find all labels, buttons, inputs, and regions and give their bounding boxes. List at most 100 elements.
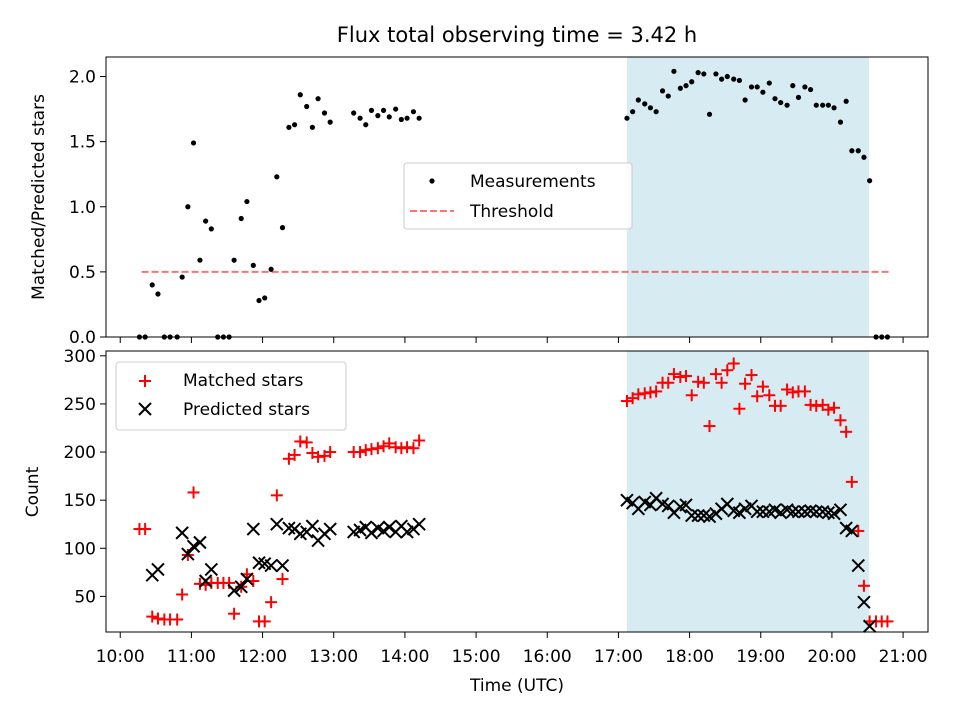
x-axis-label: Time (UTC): [469, 676, 564, 696]
matched-star-point: [881, 615, 894, 628]
predicted-star-point: [809, 505, 823, 519]
observing-window-shade: [626, 57, 869, 337]
measurement-point: [380, 107, 387, 113]
measurement-point: [659, 88, 666, 94]
measurement-point: [327, 119, 333, 125]
measurement-point: [304, 103, 310, 110]
top-y-tick-label: 0.0: [69, 328, 96, 348]
top-y-tick-label: 0.5: [69, 263, 96, 283]
matched-star-point: [300, 436, 313, 449]
measurement-point: [701, 71, 707, 77]
legend-measurements-marker: [429, 178, 435, 184]
predicted-star-point: [412, 517, 426, 531]
measurement-point: [706, 111, 713, 117]
measurement-point: [291, 122, 298, 128]
measurement-point: [677, 85, 683, 91]
matched-star-point: [857, 579, 870, 592]
measurement-point: [671, 68, 677, 74]
measurement-point: [683, 83, 689, 89]
x-tick-label: 14:00: [380, 647, 429, 667]
matched-star-point: [733, 402, 746, 415]
measurement-point: [849, 148, 855, 154]
matched-star-point: [828, 401, 841, 414]
predicted-star-point: [193, 535, 207, 550]
measurement-point: [357, 115, 363, 121]
measurement-point: [363, 122, 369, 128]
matched-star-point: [288, 448, 301, 461]
measurement-point: [831, 105, 837, 111]
matched-star-point: [258, 615, 271, 628]
measurement-point: [754, 84, 760, 90]
matched-star-point: [383, 437, 396, 450]
predicted-star-point: [851, 558, 865, 573]
predicted-star-point: [827, 506, 841, 521]
measurement-point: [855, 148, 861, 154]
predicted-star-point: [857, 595, 871, 609]
matched-star-point: [146, 610, 159, 623]
predicted-star-point: [323, 522, 337, 536]
predicted-star-point: [364, 526, 379, 540]
matched-star-point: [377, 440, 390, 453]
bottom-y-tick-label: 300: [64, 347, 96, 367]
bottom-y-tick-label: 150: [64, 491, 96, 511]
measurement-point: [630, 109, 636, 115]
predicted-star-point: [305, 519, 320, 533]
matched-star-point: [763, 389, 776, 402]
matched-star-point: [715, 376, 728, 389]
predicted-star-point: [264, 558, 278, 573]
legend-predicted-label: Predicted stars: [183, 400, 310, 420]
legend-matched-marker: [139, 375, 151, 387]
predicted-star-point: [833, 503, 848, 517]
measurement-point: [203, 218, 209, 224]
matched-star-point: [798, 385, 811, 398]
predicted-star-point: [151, 562, 165, 577]
bottom-y-tick-label: 250: [64, 395, 96, 415]
bottom-y-tick-label: 50: [74, 587, 96, 607]
measurement-point: [642, 101, 648, 107]
x-tick-label: 16:00: [523, 647, 572, 667]
legend-threshold-label: Threshold: [469, 202, 554, 222]
top-legend: Measurements Threshold: [403, 162, 633, 230]
measurement-point: [820, 102, 826, 108]
measurement-point: [250, 262, 256, 268]
measurement-point: [802, 84, 808, 90]
x-tick-label: 10:00: [96, 647, 145, 667]
predicted-star-point: [246, 522, 261, 536]
x-tick-label: 21:00: [879, 647, 928, 667]
measurement-point: [286, 124, 292, 130]
predicted-star-point: [240, 572, 254, 586]
measurement-point: [268, 266, 274, 272]
measurement-point: [760, 89, 766, 95]
measurement-point: [185, 204, 191, 210]
matched-star-point: [620, 395, 633, 408]
matched-star-point: [371, 442, 384, 455]
predicted-star-point: [382, 520, 396, 534]
top-y-axis-label: Matched/Predicted stars: [29, 94, 49, 300]
measurement-point: [772, 96, 778, 102]
matched-star-point: [756, 380, 769, 393]
predicted-star-point: [198, 574, 213, 588]
matched-star-point: [852, 524, 865, 537]
matched-star-point: [171, 613, 184, 626]
measurement-point: [351, 110, 357, 116]
measurement-point: [742, 97, 748, 103]
x-tick-label: 20:00: [807, 647, 856, 667]
matched-star-point: [703, 420, 716, 433]
matched-star-point: [276, 573, 289, 586]
matched-star-point: [139, 523, 152, 536]
bottom-y-axis-label: Count: [23, 466, 43, 517]
measurement-point: [231, 257, 237, 263]
measurement-point: [386, 114, 392, 120]
predicted-star-point: [679, 498, 693, 512]
measurement-point: [719, 76, 725, 82]
predicted-star-point: [756, 505, 770, 519]
matched-star-point: [774, 399, 787, 412]
predicted-star-point: [227, 583, 241, 598]
bottom-panel: 50 100 150 200 250 300 10:00 11:00 12:00 13:00 14…: [23, 347, 929, 696]
measurement-point: [653, 109, 659, 115]
matched-star-point: [845, 475, 858, 488]
chart-title: Flux total observing time = 3.42 h: [337, 23, 697, 47]
measurement-point: [689, 79, 695, 85]
predicted-star-point: [845, 524, 859, 538]
measurement-point: [795, 94, 802, 100]
